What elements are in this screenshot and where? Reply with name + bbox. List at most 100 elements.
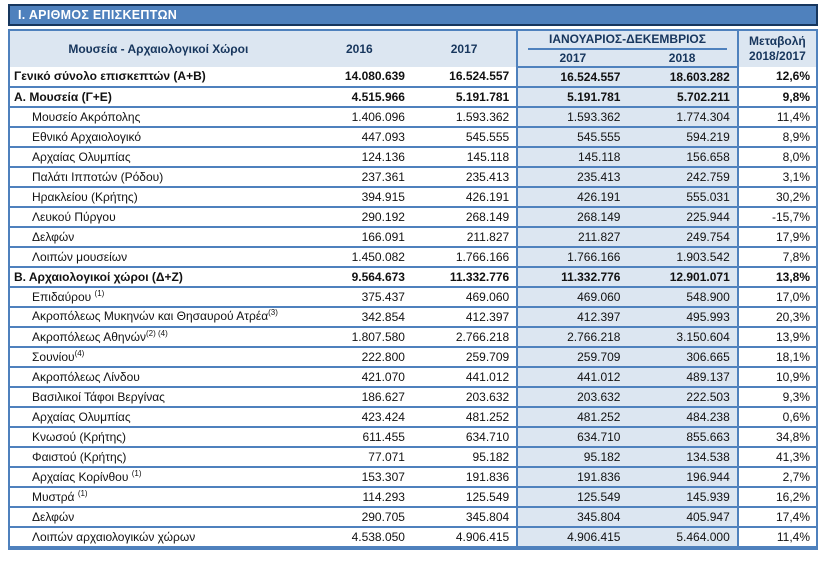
cell-jan-dec-2017: 16.524.557 — [516, 67, 628, 88]
cell-place-name: Α. Μουσεία (Γ+Ε) — [9, 87, 307, 108]
cell-place-name: Αρχαίας Ολυμπίας — [9, 147, 307, 168]
cell-jan-dec-2018: 1.903.542 — [627, 247, 738, 268]
cell-jan-dec-2017: 469.060 — [516, 287, 628, 308]
cell-2016: 447.093 — [306, 127, 412, 148]
cell-place-name: Μυστρά (1) — [9, 487, 307, 508]
section-title: Ι. ΑΡΙΘΜΟΣ ΕΠΙΣΚΕΠΤΩΝ — [18, 8, 178, 22]
table-row: Αρχαίας Ολυμπίας 423.424 481.252 481.252 484… — [9, 407, 817, 428]
table-row: Εθνικό Αρχαιολογικό 447.093 545.555 545.555… — [9, 127, 817, 148]
cell-jan-dec-2018: 225.944 — [627, 207, 738, 228]
table-row: Δελφών 290.705 345.804 345.804 405.947 17,4% — [9, 507, 817, 528]
table-row: Σουνίου(4) 222.800 259.709 259.709 306.665 18… — [9, 347, 817, 368]
cell-jan-dec-2017: 4.906.415 — [516, 527, 628, 549]
table-row: Μουσείο Ακρόπολης 1.406.096 1.593.362 1.593… — [9, 107, 817, 128]
cell-2017: 4.906.415 — [411, 527, 518, 549]
cell-jan-dec-2018: 18.603.282 — [627, 67, 738, 88]
cell-place-name: Β. Αρχαιολογικοί χώροι (Δ+Ζ) — [9, 267, 307, 288]
cell-jan-dec-2017: 545.555 — [516, 127, 628, 148]
cell-jan-dec-2018: 3.150.604 — [627, 327, 738, 348]
cell-place-name: Λοιπών μουσείων — [9, 247, 307, 268]
cell-2017: 203.632 — [411, 387, 518, 408]
column-header-2017: 2017 — [411, 30, 518, 67]
cell-change-percent: 13,9% — [736, 327, 817, 348]
cell-jan-dec-2018: 548.900 — [627, 287, 738, 308]
cell-2016: 222.800 — [306, 347, 412, 368]
cell-place-name: Δελφών — [9, 507, 307, 528]
cell-change-percent: 11,4% — [736, 527, 817, 549]
cell-jan-dec-2017: 634.710 — [516, 427, 628, 448]
cell-2016: 186.627 — [306, 387, 412, 408]
change-label-line2: 2018/2017 — [749, 49, 806, 63]
cell-place-name: Εθνικό Αρχαιολογικό — [9, 127, 307, 148]
cell-2016: 375.437 — [306, 287, 412, 308]
cell-2017: 412.397 — [411, 307, 518, 328]
cell-place-name: Μουσείο Ακρόπολης — [9, 107, 307, 128]
cell-jan-dec-2018: 489.137 — [627, 367, 738, 388]
visitors-report-panel: Ι. ΑΡΙΘΜΟΣ ΕΠΙΣΚΕΠΤΩΝ Μουσεία - Αρχαιολο… — [8, 4, 818, 550]
cell-place-name: Ακροπόλεως Αθηνών(2) (4) — [9, 327, 307, 348]
cell-jan-dec-2018: 405.947 — [627, 507, 738, 528]
table-row: Α. Μουσεία (Γ+Ε) 4.515.966 5.191.781 5.191.… — [9, 87, 817, 108]
cell-change-percent: 16,2% — [736, 487, 817, 508]
cell-2016: 1.406.096 — [306, 107, 412, 128]
cell-jan-dec-2017: 203.632 — [516, 387, 628, 408]
table-row: Δελφών 166.091 211.827 211.827 249.754 17,9% — [9, 227, 817, 248]
table-row: Φαιστού (Κρήτης) 77.071 95.182 95.182 134.53… — [9, 447, 817, 468]
table-body: Γενικό σύνολο επισκεπτών (Α+Β) 14.080.639… — [9, 67, 817, 549]
cell-place-name: Λοιπών αρχαιολογικών χώρων — [9, 527, 307, 549]
cell-jan-dec-2018: 134.538 — [627, 447, 738, 468]
cell-place-name: Φαιστού (Κρήτης) — [9, 447, 307, 468]
cell-change-percent: 30,2% — [736, 187, 817, 208]
cell-2017: 1.593.362 — [411, 107, 518, 128]
cell-change-percent: 18,1% — [736, 347, 817, 368]
table-row: Βασιλικοί Τάφοι Βεργίνας 186.627 203.632 20… — [9, 387, 817, 408]
table-row: Ακροπόλεως Λίνδου 421.070 441.012 441.012 48… — [9, 367, 817, 388]
cell-jan-dec-2018: 594.219 — [627, 127, 738, 148]
cell-2016: 290.705 — [306, 507, 412, 528]
cell-2016: 4.515.966 — [306, 87, 412, 108]
cell-2016: 421.070 — [306, 367, 412, 388]
cell-change-percent: 17,9% — [736, 227, 817, 248]
cell-change-percent: 3,1% — [736, 167, 817, 188]
cell-jan-dec-2018: 855.663 — [627, 427, 738, 448]
visitors-table: Μουσεία - Αρχαιολογικοί Χώροι 2016 2017 … — [8, 29, 818, 550]
column-subheader-jd-2017: 2017 — [516, 50, 628, 68]
table-row: Ηρακλείου (Κρήτης) 394.915 426.191 426.191 5… — [9, 187, 817, 208]
column-header-places: Μουσεία - Αρχαιολογικοί Χώροι — [9, 30, 307, 67]
cell-change-percent: 8,0% — [736, 147, 817, 168]
column-header-change: Μεταβολή 2018/2017 — [736, 30, 817, 67]
table-row: Ακροπόλεως Μυκηνών και Θησαυρού Ατρέα(3)… — [9, 307, 817, 328]
cell-change-percent: 10,9% — [736, 367, 817, 388]
cell-2016: 1.450.082 — [306, 247, 412, 268]
cell-place-name: Κνωσού (Κρήτης) — [9, 427, 307, 448]
cell-2017: 5.191.781 — [411, 87, 518, 108]
cell-place-name: Σουνίου(4) — [9, 347, 307, 368]
cell-jan-dec-2018: 495.993 — [627, 307, 738, 328]
table-row: Β. Αρχαιολογικοί χώροι (Δ+Ζ) 9.564.673 11.… — [9, 267, 817, 288]
column-subheader-jd-2018: 2018 — [627, 50, 738, 68]
cell-change-percent: 9,8% — [736, 87, 817, 108]
cell-2017: 441.012 — [411, 367, 518, 388]
table-row: Ακροπόλεως Αθηνών(2) (4) 1.807.580 2.766.2… — [9, 327, 817, 348]
table-row: Γενικό σύνολο επισκεπτών (Α+Β) 14.080.639… — [9, 67, 817, 88]
cell-change-percent: 12,6% — [736, 67, 817, 88]
cell-change-percent: -15,7% — [736, 207, 817, 228]
cell-jan-dec-2018: 156.658 — [627, 147, 738, 168]
cell-change-percent: 41,3% — [736, 447, 817, 468]
cell-jan-dec-2017: 345.804 — [516, 507, 628, 528]
cell-place-name: Αρχαίας Ολυμπίας — [9, 407, 307, 428]
cell-jan-dec-2017: 235.413 — [516, 167, 628, 188]
cell-change-percent: 7,8% — [736, 247, 817, 268]
table-row: Λοιπών μουσείων 1.450.082 1.766.166 1.766.1… — [9, 247, 817, 268]
cell-jan-dec-2017: 412.397 — [516, 307, 628, 328]
cell-2017: 345.804 — [411, 507, 518, 528]
cell-jan-dec-2018: 5.702.211 — [627, 87, 738, 108]
cell-place-name: Ακροπόλεως Μυκηνών και Θησαυρού Ατρέα(3) — [9, 307, 307, 328]
cell-2017: 191.836 — [411, 467, 518, 488]
cell-place-name: Ηρακλείου (Κρήτης) — [9, 187, 307, 208]
cell-jan-dec-2017: 11.332.776 — [516, 267, 628, 288]
table-row: Μυστρά (1) 114.293 125.549 125.549 145.939 16… — [9, 487, 817, 508]
cell-jan-dec-2017: 1.593.362 — [516, 107, 628, 128]
cell-2017: 145.118 — [411, 147, 518, 168]
cell-2017: 268.149 — [411, 207, 518, 228]
